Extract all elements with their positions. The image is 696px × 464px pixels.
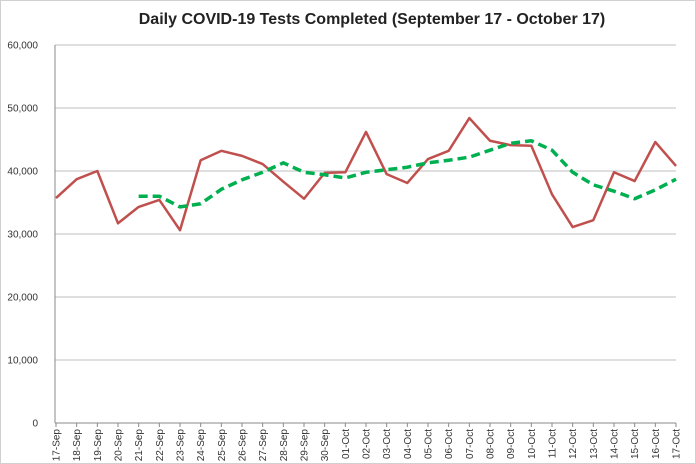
y-tick-label: 30,000	[7, 230, 38, 241]
x-tick-label: 29-Sep	[300, 429, 311, 462]
data-line	[138, 139, 677, 209]
x-tick-label: 27-Sep	[258, 429, 269, 462]
y-tick-label: 60,000	[7, 41, 38, 52]
x-tick-label: 02-Oct	[362, 429, 373, 459]
x-tick-label: 11-Oct	[548, 429, 559, 458]
x-tick-label: 17-Sep	[52, 429, 63, 462]
x-tick-label: 10-Oct	[527, 429, 538, 459]
y-tick-label: 10,000	[7, 356, 38, 367]
x-tick-label: 26-Sep	[238, 429, 249, 462]
x-tick-label: 01-Oct	[341, 429, 352, 459]
x-tick-label: 21-Sep	[134, 429, 145, 462]
x-tick-label: 13-Oct	[589, 429, 600, 459]
chart-title: Daily COVID-19 Tests Completed (Septembe…	[139, 11, 606, 28]
x-tick-label: 07-Oct	[465, 429, 476, 459]
x-tick-label: 22-Sep	[155, 429, 166, 462]
x-tick-label: 25-Sep	[217, 429, 228, 462]
x-tick-label: 09-Oct	[506, 429, 517, 459]
y-tick-label: 40,000	[7, 167, 38, 178]
x-tick-label: 05-Oct	[424, 429, 435, 459]
x-tick-label: 28-Sep	[279, 429, 290, 462]
x-tick-label: 06-Oct	[444, 429, 455, 459]
x-tick-label: 19-Sep	[93, 429, 104, 462]
x-tick-label: 20-Sep	[114, 429, 125, 462]
y-tick-label: 0	[32, 419, 38, 430]
x-tick-label: 24-Sep	[196, 429, 207, 462]
y-tick-label: 50,000	[7, 104, 38, 115]
x-tick-label: 04-Oct	[403, 429, 414, 459]
x-tick-label: 15-Oct	[630, 429, 641, 459]
x-tick-label: 18-Sep	[72, 429, 83, 462]
x-tick-label: 08-Oct	[486, 429, 497, 459]
x-tick-label: 17-Oct	[672, 429, 683, 459]
y-tick-label: 20,000	[7, 293, 38, 304]
x-tick-label: 12-Oct	[568, 429, 579, 459]
x-tick-label: 30-Sep	[320, 429, 331, 462]
x-tick-label: 03-Oct	[382, 429, 393, 459]
x-tick-label: 23-Sep	[176, 429, 187, 462]
x-tick-label: 16-Oct	[651, 429, 662, 459]
x-tick-label: 14-Oct	[610, 429, 621, 459]
data-line	[55, 116, 677, 232]
